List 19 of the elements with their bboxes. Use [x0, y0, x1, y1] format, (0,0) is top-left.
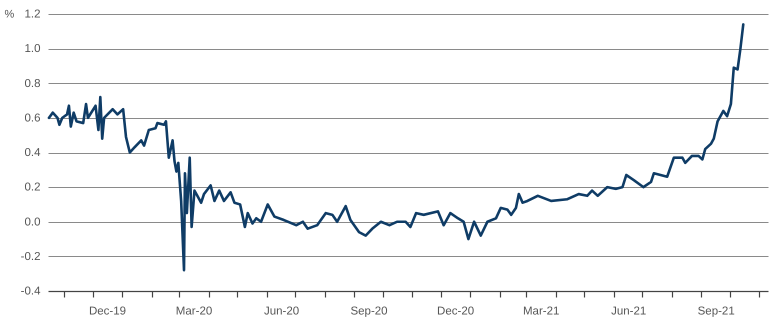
x-tick-label: Sep-21 [698, 306, 735, 318]
y-tick-label: 0.4 [24, 147, 42, 159]
y-tick-label: 1.0 [24, 43, 40, 56]
x-tick-label: Jun-21 [611, 306, 646, 318]
y-tick-label: 0.6 [24, 112, 40, 124]
y-axis-title: % [4, 8, 14, 20]
y-tick-label: 0.8 [24, 78, 40, 90]
y-tick-label: -0.2 [20, 250, 40, 263]
y-tick-label: -0.4 [20, 286, 42, 298]
x-tick-label: Dec-20 [437, 306, 474, 318]
y-tick-label: 0.2 [24, 182, 40, 194]
x-tick-label: Sep-20 [350, 306, 388, 318]
y-tick-label: 1.2 [24, 8, 40, 20]
line-series [48, 23, 745, 272]
x-tick-label: Mar-20 [176, 306, 212, 318]
x-tick-label: Jun-20 [264, 306, 300, 318]
x-tick-label: Mar-21 [522, 306, 560, 318]
y-tick-label: 0.0 [24, 216, 40, 228]
x-tick-label: Dec-19 [88, 306, 126, 318]
